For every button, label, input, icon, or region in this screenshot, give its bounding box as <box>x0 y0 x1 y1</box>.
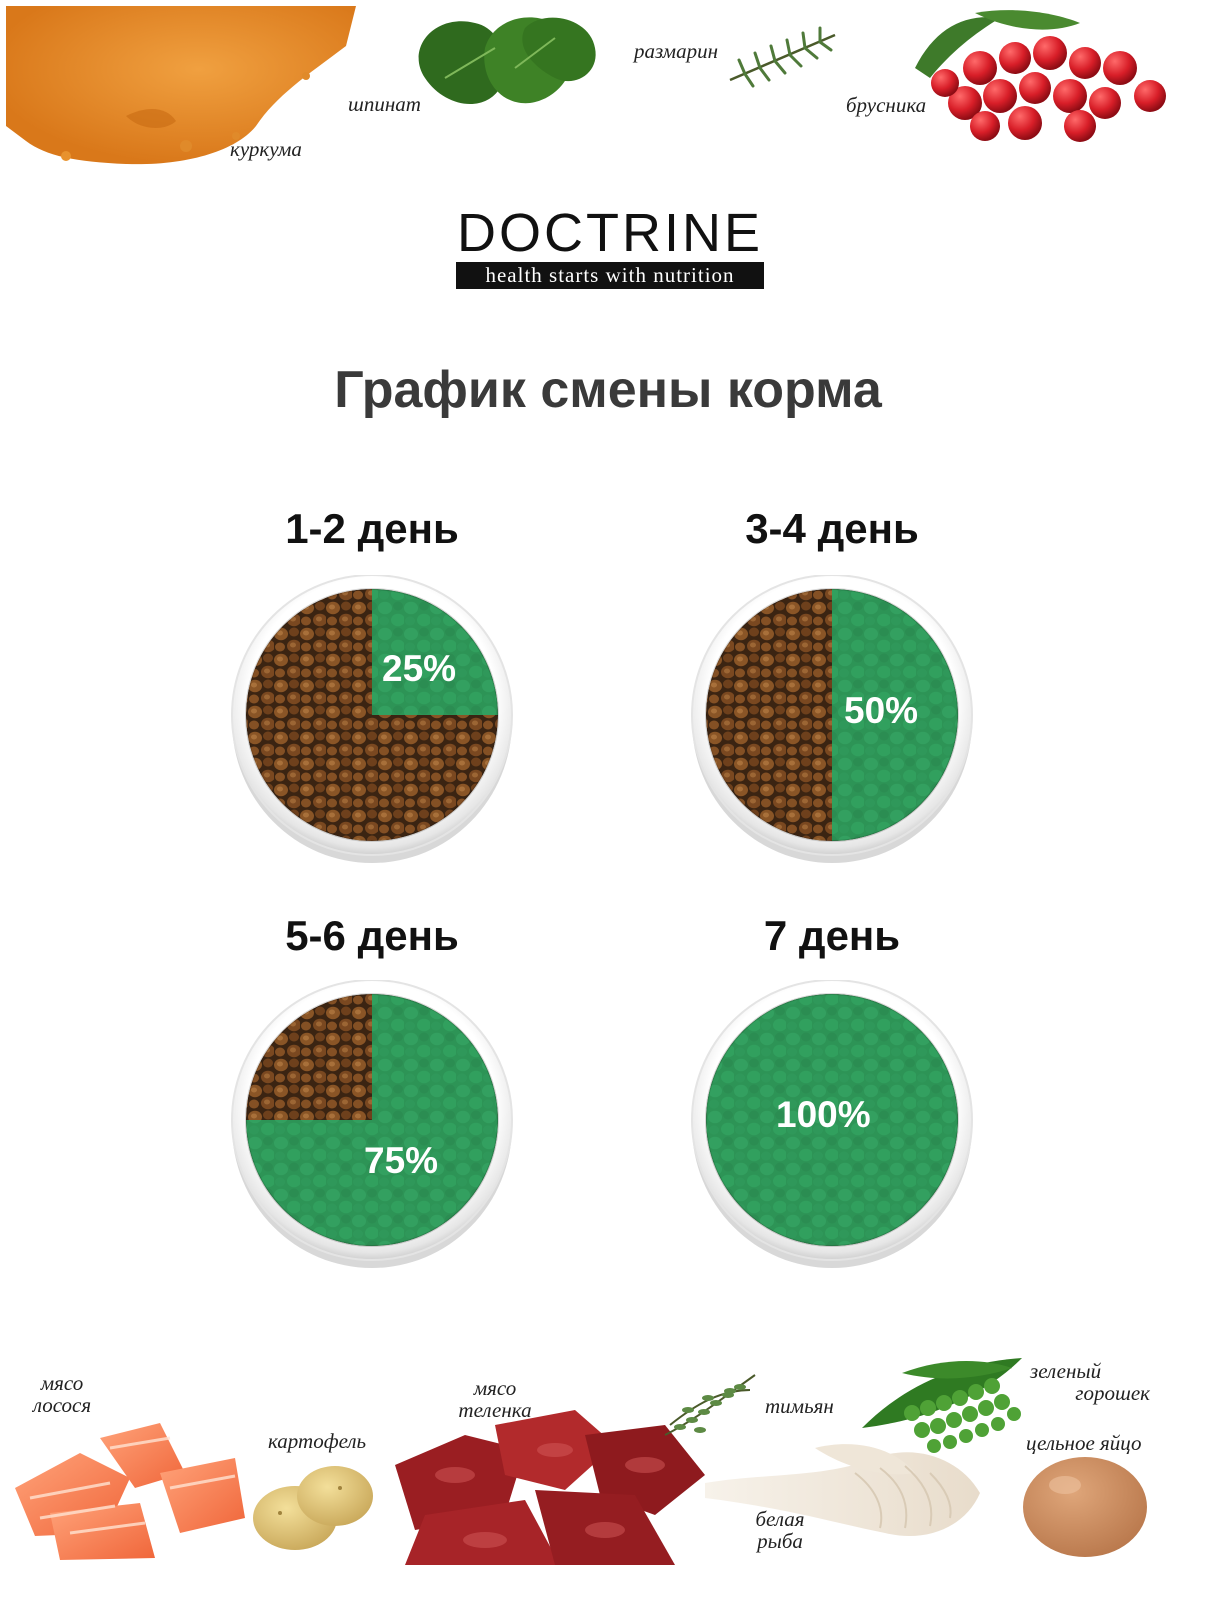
day-title-4: 7 день <box>763 912 901 959</box>
page-title: График смены корма <box>334 361 882 419</box>
percent-label-4: 100% <box>776 1094 871 1135</box>
logo-tagline: health starts with nutrition <box>456 262 764 289</box>
ingredient-label-white-fish-line1: белая <box>755 1507 805 1531</box>
lingonberry-image <box>915 10 1166 142</box>
ingredient-label-lingonberry: брусника <box>846 93 927 117</box>
ingredient-label-white-fish: белая рыба <box>735 1508 825 1552</box>
ingredient-label-egg: цельное яйцо <box>1026 1431 1142 1455</box>
salmon-image <box>15 1423 245 1560</box>
food-bowl-2 <box>691 575 973 863</box>
new-food-portion <box>372 589 498 715</box>
bowl-inner-edge <box>245 588 499 842</box>
turmeric-powder-image <box>6 6 356 165</box>
white-fish-image <box>705 1444 980 1537</box>
bowl-inner-edge <box>245 993 499 1247</box>
veal-meat-image <box>395 1410 705 1565</box>
ingredient-label-salmon-line1: мясо <box>40 1371 84 1395</box>
ingredient-label-green-peas-line1: зеленый <box>1030 1359 1102 1383</box>
percent-label-3: 75% <box>364 1140 439 1181</box>
ingredient-label-veal-line2: теленка <box>458 1398 532 1422</box>
new-food-portion <box>246 994 498 1246</box>
thyme-image <box>664 1374 756 1436</box>
ingredient-label-thyme: тимьян <box>765 1394 834 1418</box>
green-peas-image <box>862 1358 1022 1453</box>
potato-image <box>253 1466 373 1550</box>
ingredient-label-green-peas: зеленый горошек <box>1030 1360 1150 1404</box>
ingredient-label-salmon-line2: лосося <box>32 1393 92 1417</box>
ingredient-label-veal-line1: мясо <box>473 1376 517 1400</box>
bowl-inner-edge <box>705 993 959 1247</box>
ingredient-label-rosemary: размарин <box>634 39 718 63</box>
percent-label-2: 50% <box>844 690 919 731</box>
spinach-image <box>418 17 596 105</box>
ingredient-label-green-peas-line2: горошек <box>1075 1381 1150 1405</box>
percent-label-1: 25% <box>382 648 457 689</box>
day-title-2: 3-4 день <box>745 505 919 552</box>
new-food-portion <box>706 994 958 1246</box>
ingredient-label-white-fish-line2: рыба <box>757 1529 803 1553</box>
new-food-portion <box>832 589 958 841</box>
ingredient-label-potato: картофель <box>268 1429 367 1453</box>
logo-wordmark: DOCTRINE <box>457 203 763 263</box>
ingredient-label-spinach: шпинат <box>348 92 421 116</box>
ingredient-label-salmon: мясо лосося <box>12 1372 112 1416</box>
rosemary-image <box>729 26 836 88</box>
brand-logo: DOCTRINE health starts with nutrition <box>456 206 764 289</box>
ingredient-label-turmeric: куркума <box>230 137 302 161</box>
food-bowl-3 <box>231 980 513 1268</box>
whole-egg-image <box>1023 1457 1147 1557</box>
day-title-3: 5-6 день <box>285 912 459 959</box>
bowl-inner-edge <box>705 588 959 842</box>
food-bowl-4 <box>691 980 973 1268</box>
food-bowl-1 <box>231 575 513 863</box>
ingredient-label-veal: мясо теленка <box>415 1377 575 1421</box>
day-title-1: 1-2 день <box>285 505 459 552</box>
